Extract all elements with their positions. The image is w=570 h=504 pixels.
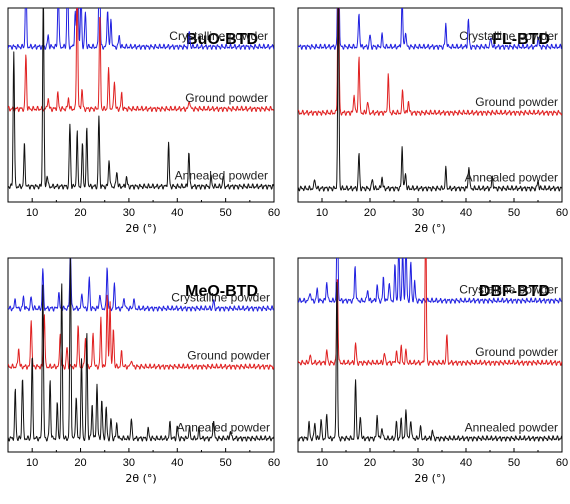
series-line-annealed-powder <box>298 8 562 192</box>
x-tick-label: 10 <box>26 207 38 219</box>
series-line-ground-powder <box>8 8 274 113</box>
x-tick-label: 40 <box>171 207 183 219</box>
x-tick-label: 50 <box>508 457 520 469</box>
x-tick-label: 50 <box>508 207 520 219</box>
series-line-annealed-powder <box>298 281 562 442</box>
x-axis-label: 2θ (°) <box>414 472 445 485</box>
x-tick-label: 20 <box>74 207 86 219</box>
x-tick-label: 10 <box>26 457 38 469</box>
series-line-crystalline-powder <box>298 258 562 304</box>
series-label: Crystalline powder <box>459 283 558 297</box>
series-label: Ground powder <box>475 345 558 359</box>
series-label: Annealed powder <box>175 168 268 182</box>
series-label: Crystalline powder <box>459 29 558 43</box>
plot-frame <box>297 7 563 203</box>
x-tick-label: 40 <box>460 207 472 219</box>
series-label: Annealed powder <box>465 170 558 184</box>
x-tick-label: 60 <box>556 457 568 469</box>
x-tick-label: 20 <box>74 457 86 469</box>
panel-title: FL-BTD <box>492 31 550 48</box>
x-axis-label: 2θ (°) <box>125 472 156 485</box>
panel-title: DBF-BTD <box>479 283 550 300</box>
series-line-annealed-powder <box>8 258 274 442</box>
series-label: Annealed powder <box>465 420 558 434</box>
panel-title: MeO-BTD <box>185 283 258 300</box>
x-tick-label: 20 <box>364 207 376 219</box>
x-tick-label: 30 <box>412 207 424 219</box>
x-tick-label: 20 <box>364 457 376 469</box>
x-tick-label: 30 <box>123 457 135 469</box>
plot-frame <box>7 257 275 453</box>
series-label: Ground powder <box>185 91 268 105</box>
x-tick-label: 40 <box>171 457 183 469</box>
x-tick-label: 60 <box>268 207 280 219</box>
x-tick-label: 10 <box>316 207 328 219</box>
x-tick-label: 60 <box>556 207 568 219</box>
x-tick-label: 30 <box>412 457 424 469</box>
plot-frame <box>7 7 275 203</box>
panel-title: BuO-BTD <box>186 31 258 48</box>
x-axis-label: 2θ (°) <box>414 222 445 235</box>
series-label: Annealed powder <box>177 420 270 434</box>
series-label: Crystalline powder <box>171 290 270 304</box>
series-line-crystalline-powder <box>8 8 274 50</box>
series-line-ground-powder <box>298 8 562 116</box>
series-line-ground-powder <box>298 258 562 366</box>
x-tick-label: 60 <box>268 457 280 469</box>
series-line-crystalline-powder <box>8 258 274 312</box>
series-label: Ground powder <box>187 349 270 363</box>
series-label: Crystalline powder <box>169 29 268 43</box>
series-line-ground-powder <box>8 294 274 370</box>
plot-frame <box>297 257 563 453</box>
x-tick-label: 10 <box>316 457 328 469</box>
x-tick-label: 30 <box>123 207 135 219</box>
series-line-crystalline-powder <box>298 8 562 50</box>
x-axis-label: 2θ (°) <box>125 222 156 235</box>
x-tick-label: 50 <box>220 457 232 469</box>
x-tick-label: 40 <box>460 457 472 469</box>
series-label: Ground powder <box>475 95 558 109</box>
series-line-annealed-powder <box>8 8 274 190</box>
x-tick-label: 50 <box>220 207 232 219</box>
